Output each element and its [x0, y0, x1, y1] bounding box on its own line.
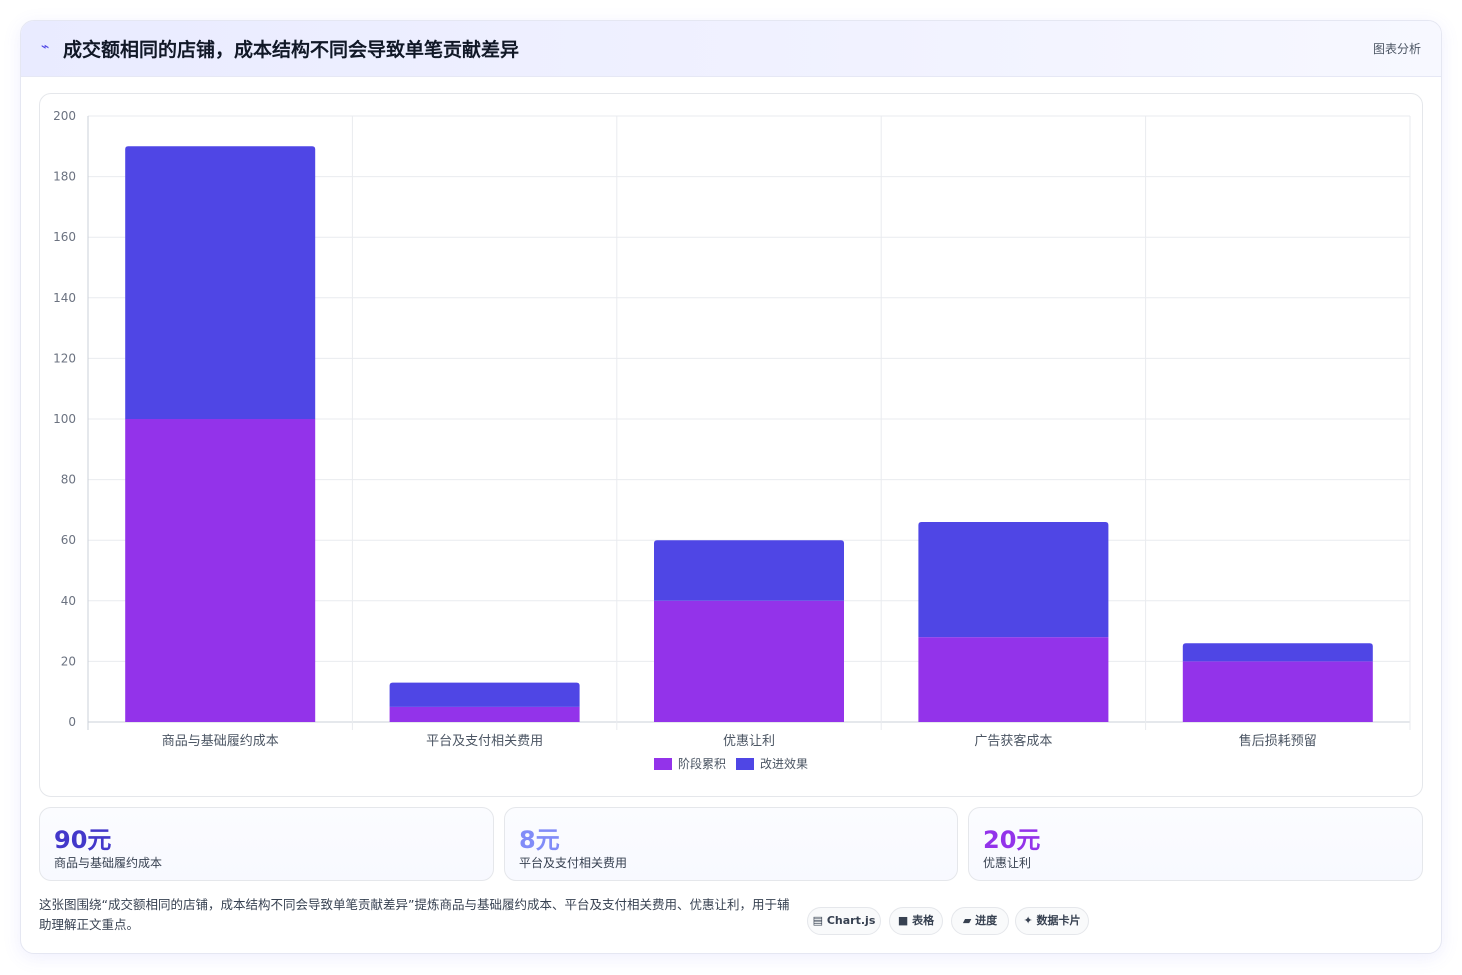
y-tick-label: 160: [53, 230, 76, 244]
sparkline-icon: ⌁: [41, 39, 50, 55]
chip-label: 数据卡片: [1036, 914, 1081, 927]
y-tick-label: 0: [68, 715, 76, 729]
legend-swatch: [736, 758, 754, 770]
bar-segment-2: [918, 522, 1109, 638]
progress-icon: ▰: [962, 914, 972, 927]
x-tick-label: 商品与基础履约成本: [162, 734, 279, 749]
stat-label: 商品与基础履约成本: [54, 856, 163, 870]
chip-label: 表格: [912, 914, 935, 927]
chip-table[interactable]: ■ 表格: [889, 907, 943, 935]
chart-icon: ▤: [812, 914, 824, 927]
bar-segment-1: [125, 419, 316, 722]
stat-value: 8元: [519, 826, 560, 854]
chip-chartjs[interactable]: ▤ Chart.js: [807, 907, 881, 935]
stacked-bar-chart: 0 20 40 60 80 100 120 140 160 180 200 商品与基础履约成本 平台及支…: [53, 109, 1411, 771]
stat-label: 优惠让利: [983, 856, 1032, 870]
y-tick-label: 100: [53, 412, 76, 426]
bar-segment-2: [654, 540, 844, 601]
stat-value: 20元: [983, 826, 1041, 854]
chip-label: Chart.js: [826, 914, 876, 927]
x-tick-label: 广告获客成本: [974, 733, 1052, 749]
legend-label: 阶段累积: [678, 756, 726, 771]
bar-segment-2: [125, 146, 316, 420]
chip-data-cards[interactable]: ✦ 数据卡片: [1015, 907, 1089, 935]
y-tick-label: 40: [61, 594, 76, 608]
chart-card: ⌁ 成交额相同的店铺，成本结构不同会导致单笔贡献差异 图表分析 0 20 40 60 8…: [20, 20, 1442, 954]
stat-value: 90元: [54, 826, 112, 854]
bar-segment-2: [1182, 643, 1373, 662]
chip-label: 进度: [975, 914, 998, 927]
sparkle-icon: ✦: [1023, 914, 1033, 927]
bar-segment-1: [389, 706, 580, 722]
card-header: ⌁ 成交额相同的店铺，成本结构不同会导致单笔贡献差异 图表分析: [21, 21, 1441, 77]
chart-panel: 0 20 40 60 80 100 120 140 160 180 200 商品与基础履约成本 平台及支…: [39, 93, 1423, 797]
stat-card-1: 90元 商品与基础履约成本: [39, 807, 494, 881]
stat-label: 平台及支付相关费用: [519, 856, 628, 870]
y-tick-label: 20: [61, 654, 76, 668]
y-tick-label: 180: [53, 170, 76, 184]
bar-segment-2: [389, 682, 580, 707]
stat-card-2: 8元 平台及支付相关费用: [504, 807, 958, 881]
chart-caption: 这张图围绕“成交额相同的店铺，成本结构不同会导致单笔贡献差异”提炼商品与基础履约…: [39, 897, 790, 932]
card-title: 成交额相同的店铺，成本结构不同会导致单笔贡献差异: [63, 39, 520, 61]
bar-segment-1: [654, 600, 844, 722]
table-icon: ■: [897, 914, 909, 927]
legend-swatch: [654, 758, 672, 770]
y-tick-label: 200: [53, 109, 76, 123]
card-tag: 图表分析: [1372, 42, 1421, 56]
bar-segment-1: [1182, 661, 1373, 722]
y-tick-label: 140: [53, 291, 76, 305]
stat-card-3: 20元 优惠让利: [968, 807, 1423, 881]
y-tick-label: 80: [61, 473, 76, 487]
legend-label: 改进效果: [760, 756, 808, 771]
x-tick-label: 优惠让利: [723, 734, 775, 749]
x-tick-label: 售后损耗预留: [1239, 733, 1317, 749]
bar-segment-1: [918, 637, 1109, 722]
chip-progress[interactable]: ▰ 进度: [951, 907, 1009, 935]
x-tick-label: 平台及支付相关费用: [426, 734, 543, 749]
y-tick-label: 120: [53, 351, 76, 365]
y-tick-label: 60: [61, 533, 76, 547]
